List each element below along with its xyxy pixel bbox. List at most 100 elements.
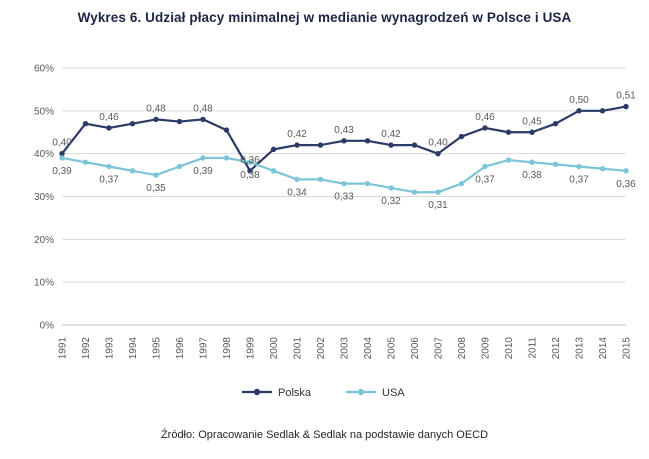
data-label: 0,37	[475, 175, 495, 186]
usa-point	[223, 155, 230, 161]
polska-point	[411, 142, 418, 148]
polska-point	[388, 142, 394, 148]
polska-point	[317, 142, 324, 148]
data-label: 0,45	[522, 116, 542, 127]
polska-point	[364, 138, 371, 144]
x-axis-label: 1995	[152, 337, 163, 360]
usa-point	[129, 168, 136, 174]
x-axis-label: 1994	[128, 337, 139, 360]
usa-point	[505, 157, 512, 163]
data-label: 0,38	[240, 170, 260, 181]
polska-point	[529, 129, 535, 135]
polska-point	[82, 120, 89, 127]
usa-point	[411, 189, 418, 195]
usa-point	[59, 155, 65, 161]
data-label: 0,42	[287, 129, 307, 140]
polska-point	[599, 108, 606, 114]
polska-point	[576, 108, 582, 114]
y-axis-label: 40%	[34, 149, 54, 160]
x-axis-label: 2010	[504, 337, 515, 360]
usa-point	[270, 168, 277, 174]
polska-point	[153, 116, 159, 123]
legend-label-polska: Polska	[278, 387, 312, 399]
legend-label-usa: USA	[382, 387, 405, 399]
x-axis-label: 2004	[363, 337, 374, 360]
data-label: 0,36	[240, 155, 260, 166]
usa-point	[317, 176, 324, 183]
source-caption: Źródło: Opracowanie Sedlak & Sedlak na p…	[160, 429, 489, 441]
polska-point	[623, 103, 629, 110]
polska-point	[505, 129, 512, 135]
usa-point	[529, 159, 535, 165]
usa-point	[294, 176, 300, 183]
data-label: 0,35	[146, 183, 166, 194]
usa-point	[599, 165, 606, 172]
usa-point	[153, 172, 159, 178]
usa-point	[341, 180, 347, 187]
usa-point	[576, 163, 582, 170]
polska-point	[482, 125, 488, 131]
x-axis-label: 1993	[105, 337, 116, 360]
polska-point	[341, 138, 347, 144]
usa-point	[623, 168, 629, 174]
x-axis-label: 2011	[528, 337, 539, 359]
data-label: 0,39	[52, 166, 72, 177]
data-label: 0,34	[287, 187, 307, 198]
data-label: 0,48	[193, 103, 213, 114]
x-axis-label: 1997	[199, 337, 210, 360]
polska-point	[435, 150, 441, 157]
data-label: 0,31	[428, 200, 448, 211]
data-label: 0,50	[569, 95, 589, 106]
usa-point	[458, 180, 465, 187]
polska-point	[458, 133, 465, 140]
data-label: 0,40	[428, 138, 448, 149]
polska-point	[270, 146, 277, 153]
polska-point	[294, 142, 300, 148]
y-axis-label: 0%	[40, 321, 55, 332]
data-label: 0,36	[616, 179, 636, 190]
x-axis-label: 2013	[575, 337, 586, 360]
usa-point	[247, 159, 253, 165]
data-label: 0,46	[475, 112, 495, 123]
polska-point	[223, 127, 230, 133]
x-axis-label: 2015	[622, 337, 633, 360]
x-axis-label: 1996	[175, 337, 186, 360]
usa-point	[106, 163, 112, 170]
x-axis-label: 2002	[316, 337, 327, 360]
data-label: 0,40	[52, 138, 72, 149]
data-label: 0,38	[522, 170, 542, 181]
x-axis-label: 2005	[387, 337, 398, 360]
x-axis-label: 1991	[58, 337, 69, 360]
data-label: 0,37	[99, 175, 119, 186]
data-label: 0,37	[569, 175, 589, 186]
x-axis-label: 2001	[293, 337, 304, 360]
x-axis-label: 2014	[598, 337, 609, 360]
y-axis-label: 50%	[34, 106, 54, 117]
x-axis-label: 1999	[246, 337, 257, 360]
y-axis-label: 10%	[34, 278, 54, 289]
x-axis-label: 2007	[434, 337, 445, 360]
polska-point	[552, 120, 559, 127]
data-label: 0,32	[381, 196, 401, 207]
usa-point	[435, 189, 441, 195]
usa-point	[82, 159, 89, 165]
x-axis-label: 2003	[340, 337, 351, 360]
data-label: 0,42	[381, 129, 401, 140]
polska-point	[200, 116, 206, 123]
y-axis-label: 30%	[34, 192, 54, 203]
legend-marker-polska	[253, 388, 261, 396]
usa-point	[482, 163, 488, 170]
x-axis-label: 2006	[410, 337, 421, 360]
usa-point	[552, 161, 559, 168]
usa-point	[176, 163, 183, 170]
x-axis-label: 1992	[81, 337, 92, 360]
usa-point	[364, 180, 371, 187]
usa-point	[388, 185, 394, 191]
y-axis-label: 20%	[34, 235, 54, 246]
chart-title: Wykres 6. Udział płacy minimalnej w medi…	[77, 10, 572, 25]
line-chart: 0% 10% 20% 30% 40% 50% 60% 1991 1992 1993 1994 1995…	[34, 64, 636, 400]
data-label: 0,51	[616, 91, 636, 102]
data-label: 0,33	[334, 192, 354, 203]
data-label: 0,39	[193, 166, 213, 177]
